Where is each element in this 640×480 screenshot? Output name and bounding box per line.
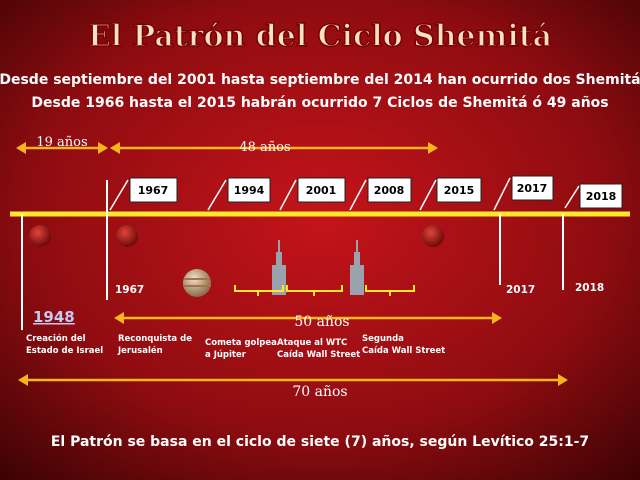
span-label: 50 años bbox=[294, 314, 349, 330]
blood-moons bbox=[29, 225, 444, 247]
marker-year: 2017 bbox=[506, 284, 535, 296]
braces bbox=[234, 285, 415, 296]
event-label: a Júpiter bbox=[205, 350, 247, 360]
event-label: Creación del bbox=[26, 333, 86, 344]
event-label: Caída Wall Street bbox=[362, 346, 445, 356]
year-box-label: 2017 bbox=[517, 182, 548, 195]
span-label: 48 años bbox=[239, 140, 290, 155]
title: El Patrón del Ciclo Shemitá bbox=[88, 19, 552, 54]
arrow-70 bbox=[18, 374, 568, 386]
arrow-50 bbox=[114, 312, 502, 324]
year-box-label: 2018 bbox=[586, 190, 617, 203]
highlight-year: 1948 bbox=[33, 308, 75, 326]
event-label: Segunda bbox=[362, 334, 404, 344]
event-label: Cometa golpea bbox=[205, 338, 277, 348]
vertical-lines bbox=[21, 180, 564, 330]
arrow-48 bbox=[110, 142, 438, 154]
year-boxes bbox=[109, 175, 623, 211]
subtitle: Desde 1966 hasta el 2015 habrán ocurrido… bbox=[31, 95, 608, 111]
marker-year: 2018 bbox=[575, 282, 604, 294]
year-box-label: 1994 bbox=[234, 184, 265, 197]
arrow-19 bbox=[16, 142, 108, 154]
event-label: Caída Wall Street bbox=[277, 350, 360, 360]
buildings bbox=[272, 240, 364, 295]
year-box-label: 2008 bbox=[374, 184, 405, 197]
span-label: 19 años bbox=[36, 135, 87, 150]
year-box-label: 2001 bbox=[306, 184, 337, 197]
marker-year: 1967 bbox=[115, 284, 144, 296]
event-label: Reconquista de bbox=[118, 334, 192, 344]
year-box-label: 2015 bbox=[444, 184, 475, 197]
year-box-label: 1967 bbox=[138, 184, 169, 197]
subtitle: Desde septiembre del 2001 hasta septiemb… bbox=[0, 72, 640, 88]
event-label: Jerusalén bbox=[117, 345, 163, 356]
span-label: 70 años bbox=[292, 384, 347, 400]
footer: El Patrón se basa en el ciclo de siete (… bbox=[51, 434, 589, 450]
event-label: Ataque al WTC bbox=[277, 338, 347, 348]
event-label: Estado de Israel bbox=[26, 346, 103, 356]
jupiter bbox=[183, 269, 211, 297]
